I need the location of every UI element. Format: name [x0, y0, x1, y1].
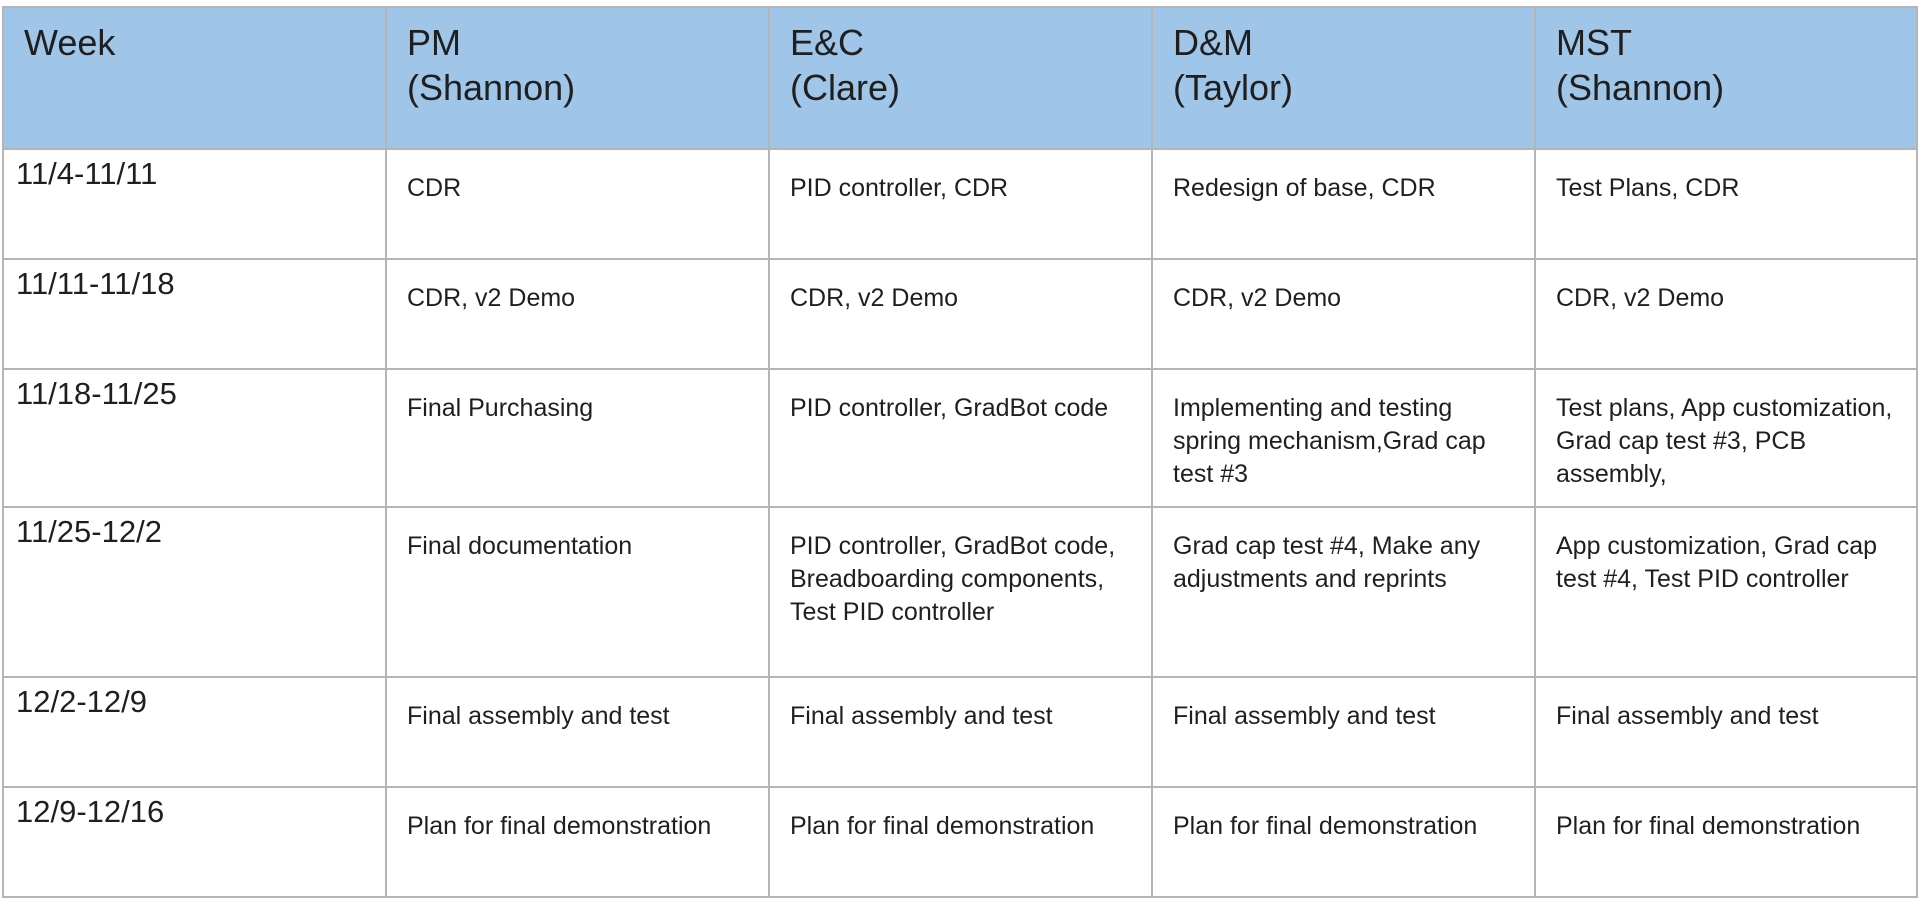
table-row: 12/9-12/16 Plan for final demonstration …	[2, 786, 1918, 898]
dm-cell: Implementing and testing spring mechanis…	[1151, 368, 1536, 508]
ec-cell: PID controller, GradBot code, Breadboard…	[768, 506, 1153, 678]
header-owner: (Clare)	[790, 67, 901, 108]
mst-task: App customization, Grad cap test #4, Tes…	[1556, 532, 1877, 593]
table-row: 12/2-12/9 Final assembly and test Final …	[2, 676, 1918, 788]
mst-cell: Test Plans, CDR	[1534, 148, 1918, 260]
pm-task: Plan for final demonstration	[407, 812, 712, 840]
header-label: E&C	[790, 22, 865, 63]
pm-cell: Final assembly and test	[385, 676, 770, 788]
week-label: 11/18-11/25	[16, 376, 177, 411]
weekly-schedule-table: Week PM (Shannon) E&C (Clare)	[2, 6, 1918, 898]
pm-task: Final assembly and test	[407, 702, 670, 730]
ec-task: CDR, v2 Demo	[790, 284, 959, 312]
mst-task: CDR, v2 Demo	[1556, 284, 1725, 312]
week-label: 12/2-12/9	[16, 684, 147, 719]
ec-task: Plan for final demonstration	[790, 812, 1095, 840]
dm-cell: Grad cap test #4, Make any adjustments a…	[1151, 506, 1536, 678]
pm-task: Final Purchasing	[407, 394, 594, 422]
dm-task: Final assembly and test	[1173, 702, 1436, 730]
ec-task: PID controller, GradBot code, Breadboard…	[790, 532, 1116, 626]
dm-task: Plan for final demonstration	[1173, 812, 1478, 840]
pm-cell: Final Purchasing	[385, 368, 770, 508]
pm-cell: Final documentation	[385, 506, 770, 678]
ec-task: PID controller, CDR	[790, 174, 1009, 202]
mst-cell: CDR, v2 Demo	[1534, 258, 1918, 370]
dm-cell: Final assembly and test	[1151, 676, 1536, 788]
ec-task: Final assembly and test	[790, 702, 1053, 730]
header-label: PM	[407, 22, 461, 63]
table-header-row: Week PM (Shannon) E&C (Clare)	[2, 6, 1918, 150]
week-cell: 12/2-12/9	[2, 676, 387, 788]
dm-task: Implementing and testing spring mechanis…	[1173, 394, 1486, 488]
mst-cell: Final assembly and test	[1534, 676, 1918, 788]
week-label: 12/9-12/16	[16, 794, 165, 829]
mst-task: Final assembly and test	[1556, 702, 1819, 730]
ec-cell: PID controller, GradBot code	[768, 368, 1153, 508]
ec-task: PID controller, GradBot code	[790, 394, 1109, 422]
table-row: 11/11-11/18 CDR, v2 Demo CDR, v2 Demo CD…	[2, 258, 1918, 370]
week-label: 11/25-12/2	[16, 514, 162, 549]
dm-task: Redesign of base, CDR	[1173, 174, 1436, 202]
header-owner: (Shannon)	[407, 67, 576, 108]
dm-cell: Redesign of base, CDR	[1151, 148, 1536, 260]
mst-cell: App customization, Grad cap test #4, Tes…	[1534, 506, 1918, 678]
mst-task: Plan for final demonstration	[1556, 812, 1861, 840]
header-week: Week	[2, 6, 387, 150]
header-label: Week	[24, 22, 116, 63]
dm-task: CDR, v2 Demo	[1173, 284, 1342, 312]
mst-task: Test Plans, CDR	[1556, 174, 1740, 202]
ec-cell: CDR, v2 Demo	[768, 258, 1153, 370]
header-label: MST	[1556, 22, 1632, 63]
pm-task: Final documentation	[407, 532, 633, 560]
header-ec: E&C (Clare)	[768, 6, 1153, 150]
header-owner: (Shannon)	[1556, 67, 1725, 108]
header-dm: D&M (Taylor)	[1151, 6, 1536, 150]
pm-cell: Plan for final demonstration	[385, 786, 770, 898]
week-cell: 12/9-12/16	[2, 786, 387, 898]
ec-cell: PID controller, CDR	[768, 148, 1153, 260]
header-label: D&M	[1173, 22, 1253, 63]
week-cell: 11/18-11/25	[2, 368, 387, 508]
week-cell: 11/11-11/18	[2, 258, 387, 370]
table-row: 11/18-11/25 Final Purchasing PID control…	[2, 368, 1918, 508]
dm-cell: CDR, v2 Demo	[1151, 258, 1536, 370]
week-label: 11/11-11/18	[16, 266, 175, 301]
ec-cell: Plan for final demonstration	[768, 786, 1153, 898]
header-mst: MST (Shannon)	[1534, 6, 1918, 150]
mst-task: Test plans, App customization, Grad cap …	[1556, 394, 1893, 488]
pm-cell: CDR, v2 Demo	[385, 258, 770, 370]
pm-task: CDR	[407, 174, 462, 202]
pm-task: CDR, v2 Demo	[407, 284, 576, 312]
week-cell: 11/25-12/2	[2, 506, 387, 678]
table-row: 11/25-12/2 Final documentation PID contr…	[2, 506, 1918, 678]
table-row: 11/4-11/11 CDR PID controller, CDR Redes…	[2, 148, 1918, 260]
pm-cell: CDR	[385, 148, 770, 260]
header-owner: (Taylor)	[1173, 67, 1294, 108]
mst-cell: Plan for final demonstration	[1534, 786, 1918, 898]
dm-cell: Plan for final demonstration	[1151, 786, 1536, 898]
week-cell: 11/4-11/11	[2, 148, 387, 260]
week-label: 11/4-11/11	[16, 156, 158, 191]
dm-task: Grad cap test #4, Make any adjustments a…	[1173, 532, 1481, 593]
ec-cell: Final assembly and test	[768, 676, 1153, 788]
mst-cell: Test plans, App customization, Grad cap …	[1534, 368, 1918, 508]
header-pm: PM (Shannon)	[385, 6, 770, 150]
